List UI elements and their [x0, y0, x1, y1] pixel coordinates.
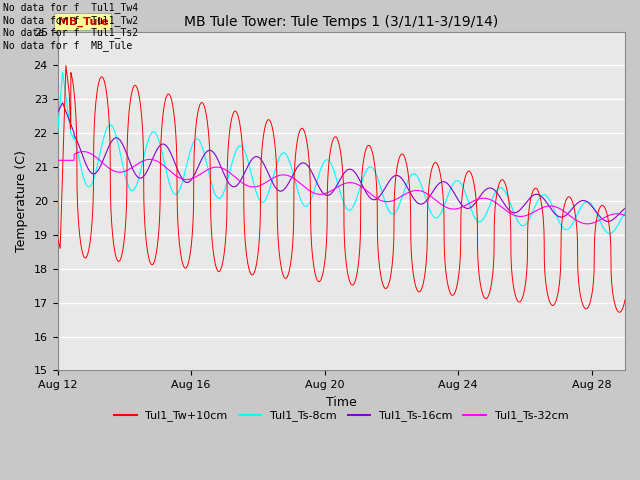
- Title: MB Tule Tower: Tule Temps 1 (3/1/11-3/19/14): MB Tule Tower: Tule Temps 1 (3/1/11-3/19…: [184, 15, 499, 29]
- Y-axis label: Temperature (C): Temperature (C): [15, 150, 28, 252]
- Text: MB_Tule: MB_Tule: [58, 17, 108, 27]
- X-axis label: Time: Time: [326, 396, 356, 408]
- Legend: Tul1_Tw+10cm, Tul1_Ts-8cm, Tul1_Ts-16cm, Tul1_Ts-32cm: Tul1_Tw+10cm, Tul1_Ts-8cm, Tul1_Ts-16cm,…: [110, 406, 573, 426]
- Text: No data for f  Tul1_Tw4
No data for f  Tul1_Tw2
No data for f  Tul1_Ts2
No data : No data for f Tul1_Tw4 No data for f Tul…: [3, 2, 138, 51]
